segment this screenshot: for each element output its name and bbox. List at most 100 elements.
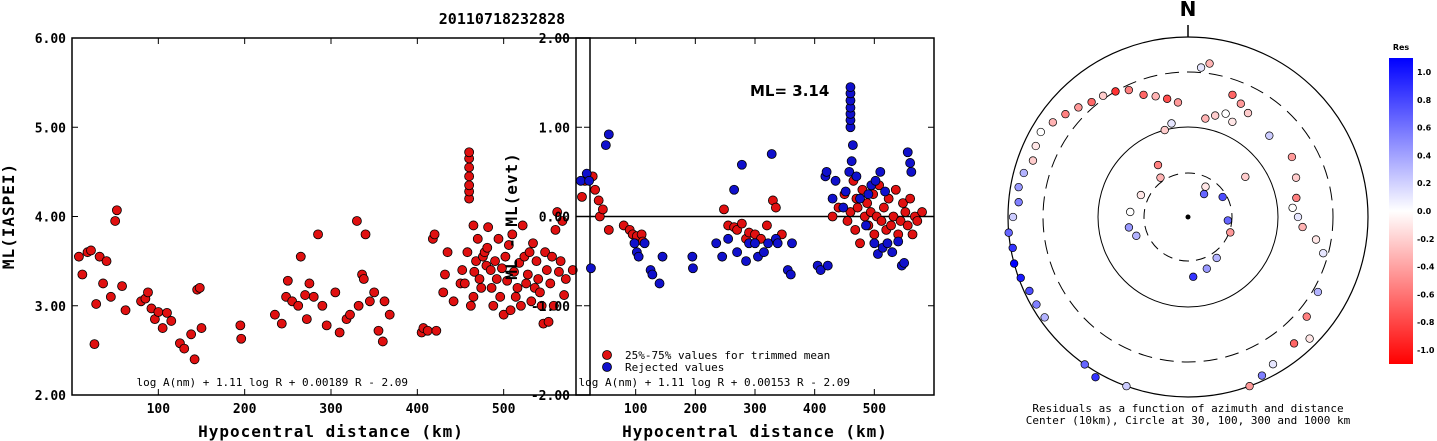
data-point: [459, 278, 470, 289]
trimmed-point: [736, 218, 747, 229]
data-point: [464, 171, 475, 182]
data-point: [448, 296, 459, 307]
residual-point: [1212, 253, 1221, 263]
middle-x-axis-label: Hypocentral distance (km): [622, 422, 888, 441]
rejected-point: [869, 238, 880, 249]
data-point: [373, 325, 384, 336]
rejected-point: [882, 238, 893, 249]
data-point: [543, 316, 554, 327]
data-point: [468, 220, 479, 231]
rejected-point: [822, 260, 833, 271]
residual-point: [1302, 312, 1311, 321]
data-point: [353, 300, 364, 311]
y-tick-label: -1.00: [531, 300, 570, 315]
rejected-point: [861, 220, 871, 231]
data-point: [465, 300, 476, 311]
residual-point: [1241, 172, 1250, 181]
data-point: [550, 224, 561, 235]
residual-point: [1199, 189, 1209, 199]
data-point: [522, 269, 533, 280]
data-point: [351, 216, 362, 226]
rejected-point: [787, 238, 797, 249]
data-point: [464, 180, 475, 191]
residual-point: [1124, 223, 1134, 232]
polar-plot: N Residuals as a function of azimuth and…: [1004, 0, 1369, 427]
polar-ring-30: [1143, 172, 1233, 262]
trimmed-point: [912, 216, 923, 226]
residual-point: [1167, 119, 1176, 128]
trimmed-point: [907, 229, 918, 240]
trimmed-point: [590, 184, 600, 195]
residual-point: [1298, 222, 1307, 232]
rejected-point: [875, 166, 886, 177]
data-point: [110, 216, 121, 226]
residual-point: [1139, 90, 1148, 99]
data-point: [86, 245, 96, 256]
data-point: [179, 343, 190, 354]
polar-caption-line-2: Center (10km), Circle at 30, 100, 300 an…: [1026, 414, 1351, 427]
x-tick-label: 300: [743, 402, 767, 417]
residual-point: [1151, 92, 1160, 101]
residual-point: [1196, 63, 1206, 72]
trimmed-point: [842, 216, 853, 226]
y-tick-label: 5.00: [35, 121, 66, 136]
residual-point: [1292, 193, 1301, 203]
data-point: [536, 300, 547, 311]
residual-point: [1087, 97, 1096, 107]
residual-point: [1061, 110, 1070, 119]
residual-point: [1223, 216, 1232, 225]
rejected-point: [654, 278, 665, 289]
data-point: [486, 282, 497, 293]
residual-point: [1160, 125, 1169, 135]
colorbar-tick-label: 0.4: [1417, 151, 1432, 160]
residual-point: [1080, 360, 1089, 369]
rejected-point: [688, 263, 698, 274]
residual-point: [1032, 300, 1041, 309]
colorbar-tick-label: 0.6: [1417, 124, 1432, 133]
rejected-point: [906, 166, 917, 177]
data-point: [548, 300, 559, 311]
data-point: [91, 299, 102, 309]
data-point: [505, 305, 516, 316]
rejected-point: [772, 238, 783, 249]
colorbar-tick-label: 0.2: [1417, 179, 1431, 188]
legend-marker-rejected: [602, 362, 612, 372]
data-point: [162, 307, 172, 318]
trimmed-point: [850, 224, 861, 235]
trimmed-point: [890, 184, 901, 195]
rejected-point: [736, 159, 747, 170]
data-point: [189, 354, 200, 365]
rejected-point: [711, 238, 722, 249]
data-point: [143, 287, 153, 298]
trimmed-point: [597, 204, 608, 215]
data-point: [526, 296, 537, 307]
x-tick-label: 400: [406, 402, 430, 417]
data-point: [567, 265, 578, 275]
rejected-point: [844, 166, 855, 177]
rejected-point: [855, 193, 865, 204]
data-point: [293, 300, 304, 311]
legend-label-rejected: Rejected values: [625, 361, 724, 374]
residual-point: [1228, 117, 1237, 126]
trimmed-point: [869, 229, 880, 240]
trimmed-point: [603, 224, 614, 235]
left-points-group: [74, 147, 578, 365]
data-point: [488, 300, 499, 311]
middle-y-axis-label: ML - ML(evt): [502, 152, 521, 280]
trimmed-point: [762, 220, 772, 231]
data-point: [521, 278, 532, 289]
residual-point: [1202, 264, 1211, 273]
trimmed-point: [898, 198, 908, 209]
residual-point: [1122, 381, 1131, 391]
y-tick-label: 2.00: [539, 32, 570, 47]
residual-point: [1201, 182, 1210, 191]
rejected-point: [905, 158, 916, 168]
x-tick-label: 200: [233, 402, 257, 417]
trimmed-point: [852, 202, 863, 213]
residual-point: [1098, 91, 1108, 100]
trimmed-point: [593, 195, 604, 206]
residual-point: [1036, 127, 1045, 137]
data-point: [117, 281, 127, 292]
residual-point: [1288, 203, 1297, 212]
data-point: [377, 336, 388, 347]
